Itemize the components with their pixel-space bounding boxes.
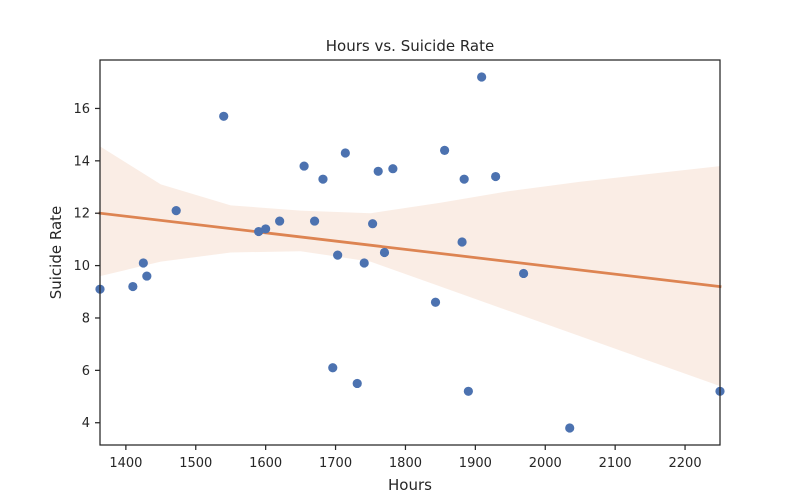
data-point <box>373 166 383 176</box>
y-axis-label: Suicide Rate <box>47 206 65 300</box>
data-point <box>491 171 501 182</box>
y-tick-label: 10 <box>73 259 90 274</box>
x-tick-label: 1400 <box>109 456 142 471</box>
x-axis-label: Hours <box>388 476 432 494</box>
y-axis-ticks: 4 6 8 10 12 14 16 <box>73 102 100 431</box>
data-point <box>333 250 343 260</box>
y-tick-label: 16 <box>73 102 90 117</box>
data-point <box>518 268 529 279</box>
data-point <box>463 386 473 396</box>
data-point <box>430 297 441 307</box>
data-point <box>142 271 152 281</box>
data-point <box>128 281 138 292</box>
x-tick-label: 2200 <box>669 456 702 471</box>
data-point <box>459 174 469 184</box>
data-point <box>171 205 181 216</box>
y-tick-label: 8 <box>82 311 90 326</box>
regression-line-layer <box>98 211 722 289</box>
data-point <box>388 164 398 174</box>
plot-frame <box>99 59 721 446</box>
x-tick-label: 1900 <box>459 456 492 471</box>
data-point <box>359 258 369 268</box>
x-axis-ticks: 1400 1500 1600 1700 1800 1900 2000 2100 2200 <box>109 445 702 471</box>
y-tick-label: 4 <box>82 416 90 431</box>
data-point <box>340 148 350 158</box>
y-tick-label: 6 <box>82 364 90 379</box>
data-point <box>379 247 390 258</box>
y-tick-label: 12 <box>73 207 90 222</box>
y-tick-label: 14 <box>73 154 90 169</box>
data-point <box>368 219 378 229</box>
data-point <box>439 145 450 155</box>
confidence-band-layer <box>100 146 720 387</box>
data-point <box>565 423 575 433</box>
data-point <box>328 363 338 373</box>
confidence-band <box>100 146 720 387</box>
x-tick-label: 2000 <box>529 456 562 471</box>
data-point <box>219 111 229 121</box>
data-point <box>352 378 362 389</box>
plot-background <box>100 60 720 445</box>
data-point <box>261 224 271 234</box>
data-point <box>309 216 320 226</box>
x-tick-label: 1500 <box>179 456 212 471</box>
regression-line <box>98 211 722 289</box>
data-point <box>457 237 467 247</box>
x-tick-label: 1800 <box>389 456 422 471</box>
data-point <box>299 161 309 171</box>
data-point <box>318 174 328 184</box>
chart-title: Hours vs. Suicide Rate <box>326 37 494 55</box>
x-tick-label: 2100 <box>599 456 632 471</box>
x-tick-label: 1700 <box>319 456 352 471</box>
data-point <box>477 72 487 82</box>
x-tick-label: 1600 <box>249 456 282 471</box>
data-point <box>254 226 264 237</box>
data-point <box>275 216 285 226</box>
data-point <box>138 258 148 268</box>
